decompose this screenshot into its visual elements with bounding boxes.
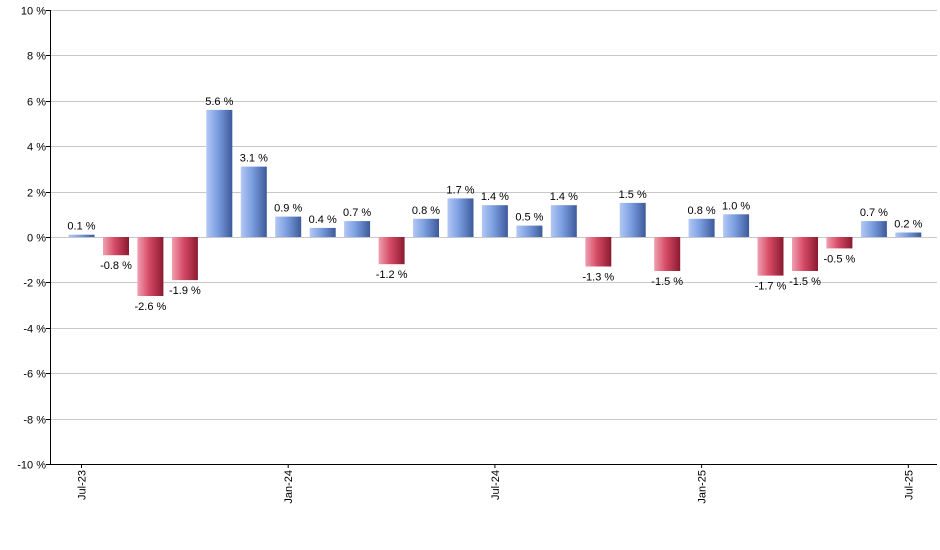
y-tick-label: 0 %	[27, 233, 46, 245]
data-label: -1.5 %	[789, 276, 821, 288]
bar-Oct-24	[585, 237, 612, 267]
bar-Oct-23	[171, 237, 198, 281]
bar-Dec-24	[654, 237, 681, 271]
y-tick-label: -4 %	[23, 324, 46, 336]
data-label: 0.8 %	[412, 205, 440, 217]
bar-Feb-24	[309, 227, 336, 237]
bar-Dec-23	[240, 166, 267, 237]
bar-Aug-24	[516, 225, 543, 237]
x-tick-label: Jul-23	[77, 470, 89, 500]
bar-Jan-24	[275, 216, 302, 237]
x-tick-label: Jul-25	[903, 470, 915, 500]
data-label: -1.9 %	[169, 285, 201, 297]
data-label: 1.4 %	[550, 191, 578, 203]
y-tick-label: -6 %	[23, 369, 46, 381]
data-label: 1.5 %	[619, 189, 647, 201]
bar-Sep-24	[550, 205, 577, 237]
bar-Jul-25	[895, 232, 922, 237]
data-label: -1.7 %	[755, 281, 787, 293]
x-tick-label: Jul-24	[490, 470, 502, 500]
y-tick-label: 6 %	[27, 97, 46, 109]
bar-Aug-23	[103, 237, 129, 256]
bar-Mar-25	[757, 237, 784, 276]
data-label: 0.8 %	[688, 205, 716, 217]
bar-Nov-24	[619, 202, 646, 237]
data-label: 5.6 %	[205, 96, 233, 108]
bar-May-25	[826, 237, 853, 249]
data-label: 1.4 %	[481, 191, 509, 203]
data-label: -2.6 %	[135, 301, 167, 313]
bar-Jan-25	[688, 218, 715, 237]
bar-Jul-24	[481, 205, 508, 237]
x-tick-label: Jan-25	[697, 470, 709, 504]
bar-Sep-23	[137, 237, 164, 296]
data-label: 0.1 %	[67, 221, 95, 233]
data-label: 0.7 %	[860, 207, 888, 219]
data-label: 1.0 %	[722, 200, 750, 212]
data-label: -1.5 %	[651, 276, 683, 288]
y-tick-label: -8 %	[23, 415, 46, 427]
bar-Apr-24	[378, 237, 405, 265]
data-label: 0.9 %	[274, 203, 302, 215]
data-label: 0.4 %	[309, 214, 337, 226]
axes: 10 % 8 % 6 % 4 % 2 % 0 % -2 % -4 % -6 % -8 % -10 %…	[17, 6, 937, 504]
x-tick-label: Jan-24	[283, 470, 295, 504]
data-label: -1.2 %	[376, 269, 408, 281]
bar-Jun-25	[860, 221, 887, 237]
bar-May-24	[413, 218, 439, 237]
y-tick-label: -2 %	[23, 278, 46, 290]
y-tick-label: 2 %	[27, 188, 46, 200]
data-label: -0.5 %	[824, 253, 856, 265]
data-label: 1.7 %	[446, 184, 474, 196]
y-tick-label: 10 %	[21, 6, 46, 18]
data-label: 0.5 %	[515, 212, 543, 224]
data-label: 3.1 %	[240, 153, 268, 165]
data-label: -1.3 %	[582, 272, 614, 284]
data-label: -0.8 %	[100, 260, 132, 272]
y-tick-label: 4 %	[27, 142, 46, 154]
bar-Jul-23	[68, 234, 95, 237]
y-tick-label: 8 %	[27, 51, 46, 63]
bars: 0.1 % -0.8 % -2.6 %-1.9 % 5.6 % 3.1 % 0.9 % 0.…	[67, 96, 922, 313]
bar-Jun-24	[447, 198, 474, 237]
bar-Feb-25	[723, 214, 750, 237]
data-label: 0.7 %	[343, 207, 371, 219]
y-tick-label: -10 %	[17, 460, 46, 472]
data-label: 0.2 %	[894, 219, 922, 231]
bar-Nov-23	[206, 109, 233, 237]
bar-Apr-25	[792, 237, 818, 271]
bar-Mar-24	[344, 221, 371, 237]
